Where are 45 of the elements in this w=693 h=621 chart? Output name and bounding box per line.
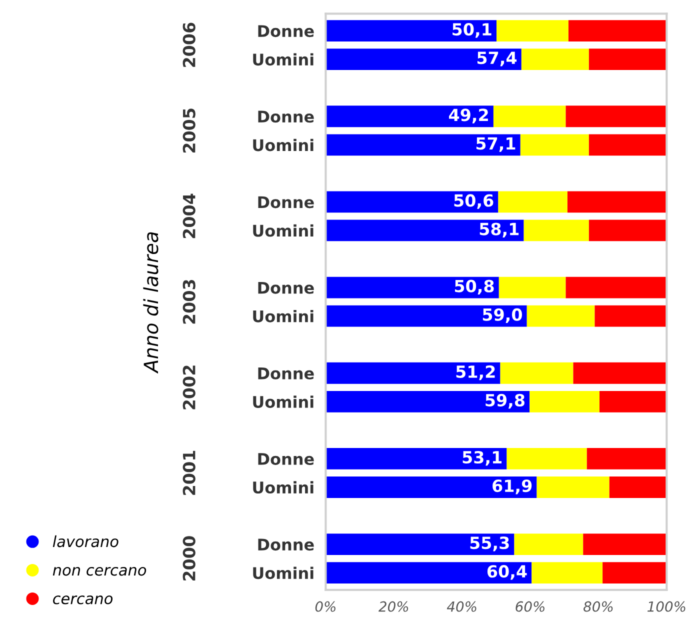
y-tick-label: Donne — [258, 282, 314, 294]
data-label: 59,8 — [486, 394, 524, 409]
data-label: 57,1 — [476, 137, 516, 152]
y-tick-label: Donne — [258, 368, 314, 380]
y-tick-label: Donne — [258, 110, 314, 123]
data-label: 53,1 — [462, 450, 502, 466]
data-label: 55,3 — [470, 536, 509, 552]
text: 2006 — [182, 22, 196, 67]
y-tick-label: Donne — [258, 453, 314, 466]
x-tick-label: 20% — [378, 601, 408, 612]
y-tick-label: Uomini — [253, 224, 314, 237]
y-tick-label: Uomini — [253, 396, 314, 408]
legend-label: lavorano — [52, 535, 118, 548]
y-tick-label: Uomini — [253, 481, 314, 494]
text: 2001 — [182, 450, 196, 495]
legend-label: cercano — [53, 596, 113, 604]
data-label: 61,9 — [492, 479, 532, 494]
text: 2000 — [182, 536, 196, 580]
y-tick-label: Donne — [258, 196, 314, 208]
text: 2003 — [182, 280, 196, 324]
y-axis-title: Anno di laurea — [143, 232, 158, 374]
data-label: 50,1 — [452, 23, 492, 38]
text: 2005 — [182, 108, 196, 153]
y-tick-label: Uomini — [253, 53, 314, 66]
data-label: 49,2 — [449, 108, 488, 124]
x-tick-label: 60% — [516, 601, 544, 612]
x-tick-label: 100% — [647, 601, 686, 612]
legend-label: non cercano — [52, 566, 146, 576]
data-label: 60,4 — [487, 565, 527, 580]
data-label: 58,1 — [480, 222, 519, 238]
x-tick-label: 0% — [315, 601, 336, 612]
x-tick-label: 80% — [584, 601, 613, 612]
data-label: 51,2 — [456, 365, 495, 380]
y-tick-label: Uomini — [253, 138, 314, 152]
data-label: 57,4 — [477, 52, 517, 66]
y-tick-label: Uomini — [253, 310, 314, 322]
data-label: 50,6 — [454, 194, 494, 209]
data-label: 50,8 — [454, 280, 494, 295]
y-tick-label: Donne — [258, 25, 314, 38]
y-tick-label: Uomini — [253, 566, 314, 580]
data-label: 59,0 — [482, 308, 522, 324]
text: 2002 — [182, 366, 196, 410]
y-tick-label: Donne — [258, 538, 314, 551]
text: 2004 — [182, 194, 196, 238]
x-tick-label: 40% — [446, 601, 476, 612]
